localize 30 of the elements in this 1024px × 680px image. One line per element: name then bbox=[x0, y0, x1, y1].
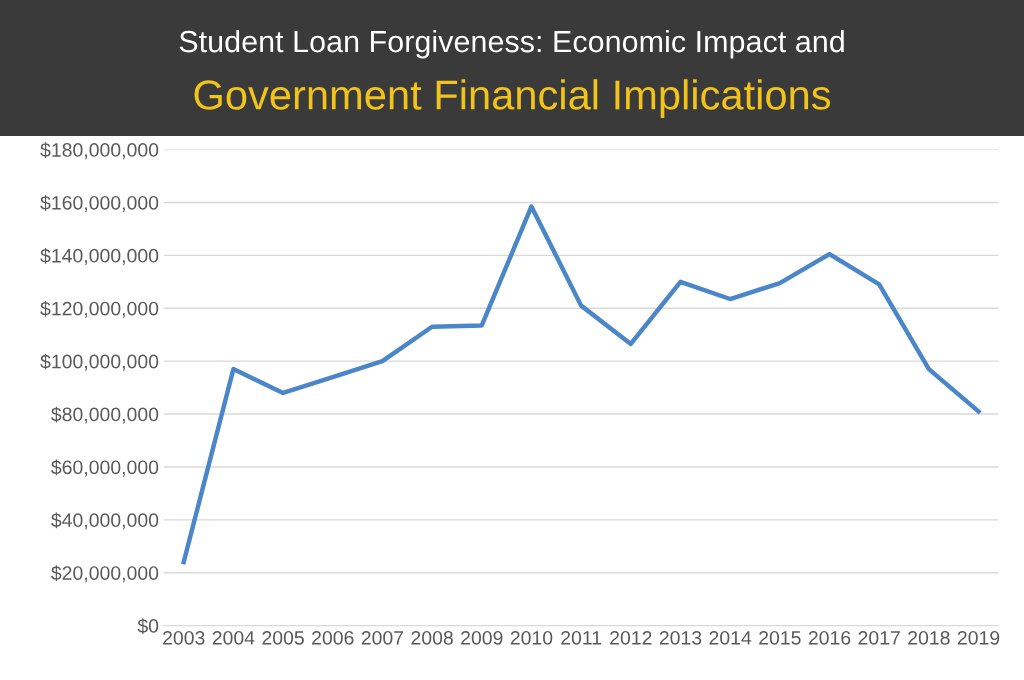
y-tick-label: $180,000,000 bbox=[40, 142, 159, 160]
x-tick-label: 2005 bbox=[262, 630, 304, 645]
y-tick-label: $120,000,000 bbox=[40, 300, 159, 318]
y-tick-label: $100,000,000 bbox=[40, 353, 159, 371]
y-tick-label: $60,000,000 bbox=[51, 459, 159, 477]
chart-title: Student Loan Forgiveness: Economic Impact and bbox=[179, 29, 844, 59]
y-tick-label: $20,000,000 bbox=[51, 565, 159, 583]
x-tick-label: 2010 bbox=[510, 630, 553, 645]
x-tick-label: 2003 bbox=[163, 630, 205, 645]
x-tick-label: 2007 bbox=[361, 630, 404, 645]
y-tick-label: $140,000,000 bbox=[40, 248, 159, 265]
x-tick-label: 2015 bbox=[759, 630, 801, 645]
x-tick-label: 2013 bbox=[659, 630, 702, 645]
x-tick-label: 2014 bbox=[709, 630, 752, 645]
x-tick-label: 2009 bbox=[461, 630, 503, 645]
x-tick-label: 2019 bbox=[957, 630, 1000, 645]
chart-subtitle: Government Financial Implications bbox=[194, 79, 831, 119]
y-tick-label: $80,000,000 bbox=[51, 406, 159, 424]
x-tick-label: 2012 bbox=[610, 630, 652, 645]
x-tick-label: 2016 bbox=[808, 630, 851, 645]
y-tick-label: $0 bbox=[137, 618, 159, 634]
x-tick-label: 2004 bbox=[212, 630, 255, 645]
x-tick-label: 2006 bbox=[312, 630, 354, 645]
y-tick-label: $40,000,000 bbox=[51, 512, 159, 530]
x-tick-label: 2017 bbox=[858, 630, 900, 645]
x-tick-label: 2018 bbox=[908, 630, 950, 645]
y-tick-label: $160,000,000 bbox=[40, 195, 159, 213]
line-series bbox=[181, 204, 981, 565]
x-tick-label: 2011 bbox=[561, 630, 602, 645]
x-tick-label: 2008 bbox=[411, 630, 453, 645]
